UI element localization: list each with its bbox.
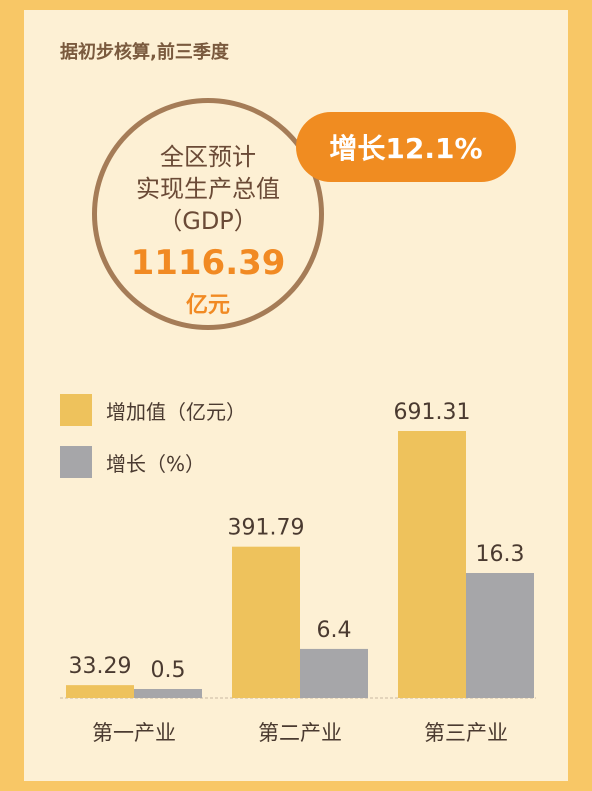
bar-growth-1 <box>134 689 202 698</box>
gdp-value: 1116.39 <box>130 243 286 283</box>
data-label-growth-1: 0.5 <box>151 658 186 683</box>
data-label-growth-2: 6.4 <box>317 618 352 643</box>
data-label-value-1: 33.29 <box>69 654 132 679</box>
bar-growth-3 <box>466 573 534 698</box>
data-label-value-2: 391.79 <box>228 516 305 541</box>
legend-swatch-growth <box>60 446 92 478</box>
gdp-label-line3: （GDP） <box>158 207 258 235</box>
gdp-label-line1: 全区预计 <box>160 143 256 171</box>
category-label-1: 第一产业 <box>92 721 176 745</box>
legend-label-growth: 增长（%） <box>106 451 206 476</box>
bar-growth-2 <box>300 648 368 698</box>
data-label-growth-3: 16.3 <box>476 542 525 567</box>
data-label-value-3: 691.31 <box>394 400 471 425</box>
legend-item-value: 增加值（亿元） <box>60 394 246 426</box>
category-label-2: 第二产业 <box>258 721 342 745</box>
legend-swatch-value <box>60 394 92 426</box>
bar-chart: 33.29 0.5 第一产业 391.79 6.4 第二产业 691.31 16.3 第三产业 <box>60 400 536 745</box>
category-label-3: 第三产业 <box>424 721 508 745</box>
gdp-unit: 亿元 <box>185 293 230 318</box>
bar-value-2 <box>232 546 300 698</box>
bar-value-1 <box>66 685 134 698</box>
infographic-card: 据初步核算,前三季度 全区预计 实现生产总值 （GDP） 1116.39 亿元 … <box>24 10 568 781</box>
gdp-circle: 全区预计 实现生产总值 （GDP） 1116.39 亿元 <box>92 98 324 330</box>
gdp-label-line2: 实现生产总值 <box>136 175 280 203</box>
header-note: 据初步核算,前三季度 <box>60 42 229 63</box>
bar-value-3 <box>398 431 466 698</box>
growth-badge: 增长12.1% <box>296 112 516 182</box>
legend-label-value: 增加值（亿元） <box>106 399 246 424</box>
legend-item-growth: 增长（%） <box>60 446 205 478</box>
